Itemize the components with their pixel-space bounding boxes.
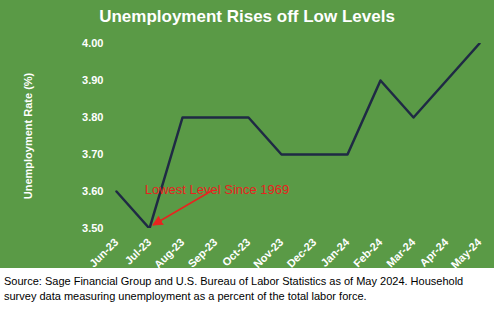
svg-text:3.70: 3.70 (82, 148, 103, 160)
svg-text:3.60: 3.60 (82, 185, 103, 197)
svg-text:Jun-23: Jun-23 (87, 236, 121, 268)
svg-text:Aug-23: Aug-23 (152, 236, 187, 268)
svg-text:3.90: 3.90 (82, 74, 103, 86)
svg-text:Mar-24: Mar-24 (384, 235, 418, 268)
svg-text:May-24: May-24 (449, 235, 484, 268)
svg-text:Lowest Level Since 1969: Lowest Level Since 1969 (145, 182, 290, 197)
svg-text:Nov-23: Nov-23 (251, 236, 285, 268)
svg-text:Jan-24: Jan-24 (318, 235, 352, 268)
html-text:Unemployment Rises off Low Lev: Unemployment Rises off Low Levels (99, 7, 395, 26)
svg-text:4.00: 4.00 (82, 37, 103, 49)
svg-text:3.80: 3.80 (82, 111, 103, 123)
svg-text:Sep-23: Sep-23 (185, 236, 219, 268)
svg-text:Oct-23: Oct-23 (220, 236, 253, 268)
svg-text:Apr-24: Apr-24 (417, 235, 451, 268)
svg-text:Dec-23: Dec-23 (284, 236, 318, 268)
svg-text:Feb-24: Feb-24 (351, 235, 385, 268)
svg-text:3.50: 3.50 (82, 222, 103, 234)
svg-text:Jul-23: Jul-23 (122, 236, 153, 267)
svg-text:Unemployment Rate (%): Unemployment Rate (%) (22, 72, 34, 199)
html-text:Source: Sage Financial Group a: Source: Sage Financial Group and U.S. Bu… (4, 275, 464, 302)
